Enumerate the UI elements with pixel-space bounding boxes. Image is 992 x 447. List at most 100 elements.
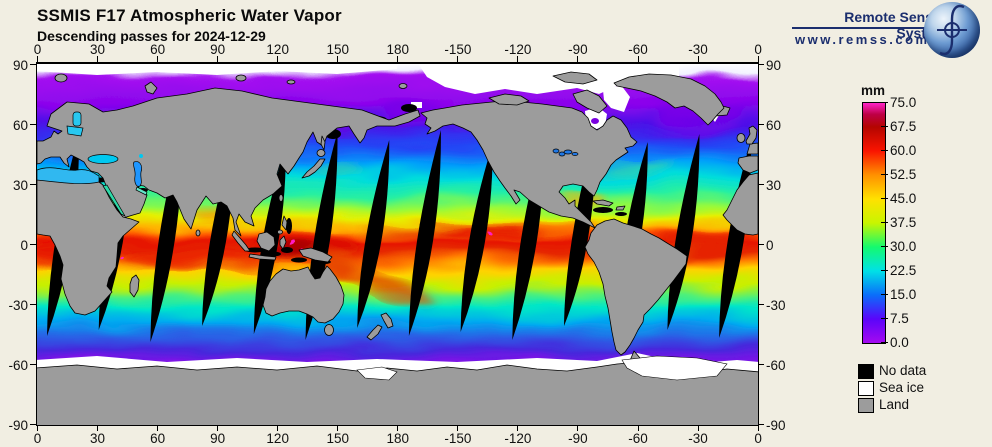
lat-tick-label-left: 0 [20,237,28,253]
colorbar [862,102,886,344]
lon-tick-top [697,56,699,62]
lat-tick-label-right: 0 [766,237,774,253]
lon-tick-top [457,56,459,62]
lon-tick-label-bottom: -60 [628,431,648,446]
lat-tick-label-left: 90 [12,57,28,73]
colorbar-tick-label: 67.5 [890,119,917,134]
lon-tick-label-top: 0 [754,42,762,57]
land-japan [301,158,326,179]
lon-tick-bottom [697,425,699,431]
lon-tick-bottom [757,425,759,431]
lon-tick-top [397,56,399,62]
lon-tick-top [757,56,759,62]
legend-swatch-no-data [858,364,874,379]
colorbar-tick [881,197,888,199]
lon-tick-top [157,56,159,62]
lon-tick-bottom [97,425,99,431]
legend-label: Sea ice [879,380,925,395]
lon-tick-top [337,56,339,62]
colorbar-tick [881,221,888,223]
lon-tick-label-top: 0 [33,42,42,57]
land-sulawesi [279,235,287,250]
lon-tick-label-bottom: 0 [754,431,762,446]
legend-swatch-sea-ice [858,381,874,396]
lon-tick-top [97,56,99,62]
lat-tick-right [758,64,764,65]
lon-tick-bottom [637,425,639,431]
lon-tick-label-top: 90 [210,42,226,57]
land-arctic-islands [488,93,530,106]
land-uk [745,125,758,145]
colorbar-tick-label: 37.5 [890,215,917,230]
lat-tick-label-right: 60 [766,117,782,133]
logo-underline [792,27,954,29]
no-data-swath [408,130,441,336]
lon-tick-label-top: -30 [688,42,708,57]
lat-tick-left [30,304,36,306]
lat-tick-label-right: 90 [766,57,782,73]
no-data-swath [357,140,390,328]
colorbar-tick [881,293,888,295]
lat-tick-label-right: -90 [766,417,786,433]
land-borneo [256,231,276,252]
integral-crosshair-icon [937,4,967,56]
land-sri-lanka [195,229,201,237]
colorbar-tick-label: 52.5 [890,167,917,182]
colorbar-tick-label: 75.0 [890,95,917,110]
lon-tick-label-bottom: 90 [210,431,226,446]
lon-tick-bottom [37,425,38,431]
colorbar-tick [881,173,888,175]
land-novaya-zemlya [144,81,158,95]
lon-tick-label-top: -60 [628,42,648,57]
colorbar-tick-label: 15.0 [890,287,917,302]
lon-tick-bottom [277,425,279,431]
lat-tick-label-left: -60 [8,357,28,373]
land-sakhalin [320,135,326,151]
lat-tick-left [30,124,36,126]
colorbar-tick [881,317,888,319]
colorbar-tick [881,125,888,127]
lon-tick-label-bottom: 60 [150,431,166,446]
no-data-swath [460,144,493,332]
land-iberia [737,155,758,174]
inland-seas-layer [37,111,599,217]
lon-tick-label-top: 150 [326,42,350,57]
land-svalbard [54,73,68,83]
lon-tick-label-bottom: 120 [266,431,289,446]
land-sumatra [231,230,251,252]
lat-tick-left [30,424,36,426]
lon-tick-bottom [457,425,459,431]
land-new-guinea [298,247,333,263]
land-australia [262,265,345,324]
antarctic-ice-blobs [356,355,728,381]
lon-tick-bottom [517,425,519,431]
lat-tick-left [30,364,36,366]
land-java [248,253,277,261]
colorbar-units-label: mm [860,83,885,98]
lon-tick-top [637,56,639,62]
colorbar-tick-label: 7.5 [890,311,909,326]
lat-tick-label-left: -30 [8,297,28,313]
land-new-zealand [380,312,394,329]
land-tasmania [324,324,334,336]
legend-label: Land [879,397,910,412]
land-ireland [736,133,746,143]
lat-tick-label-right: 30 [766,177,782,193]
page-title: SSMIS F17 Atmospheric Water Vapor [37,6,342,25]
land-france-edge [746,142,758,155]
colorbar-tick [881,149,888,151]
lon-tick-label-top: 120 [266,42,289,57]
lon-tick-label-bottom: -90 [568,431,588,446]
colorbar-tick [881,341,888,343]
lat-tick-left [30,244,36,246]
lon-tick-label-top: 60 [150,42,166,57]
land-africa-west [722,172,758,236]
lon-tick-label-top: 30 [90,42,106,57]
colorbar-tick [881,269,888,271]
lon-tick-label-bottom: 30 [90,431,106,446]
lat-tick-right [758,364,764,366]
logo-url-link[interactable]: www.remss.com [795,32,930,47]
lon-tick-bottom [337,425,339,431]
lon-tick-label-top: -90 [568,42,588,57]
no-data-swath [667,134,700,330]
